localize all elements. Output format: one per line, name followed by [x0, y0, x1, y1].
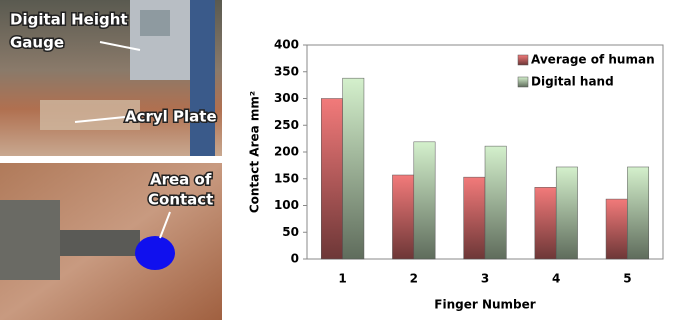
x-tick-label: 4 — [552, 272, 560, 286]
x-tick-label: 5 — [623, 272, 631, 286]
bar — [414, 142, 435, 259]
legend-swatch — [518, 77, 528, 87]
bar — [321, 99, 342, 260]
photo-label: Contact — [148, 191, 213, 209]
jaw — [60, 230, 140, 256]
legend-swatch — [518, 55, 528, 65]
photo-label: Area of — [150, 171, 212, 189]
bar — [627, 167, 648, 259]
contact-area — [135, 236, 175, 270]
photo-gauge: Digital Height Gauge Acryl Plate — [0, 0, 222, 156]
stand — [190, 0, 215, 156]
bar — [606, 199, 627, 259]
y-tick-label: 400 — [274, 38, 299, 52]
bar — [464, 177, 485, 259]
bar — [392, 175, 413, 259]
x-tick-label: 3 — [481, 272, 489, 286]
bar — [485, 146, 506, 259]
jaw — [0, 200, 60, 280]
bar — [343, 78, 364, 259]
bar — [535, 187, 556, 259]
y-tick-label: 250 — [274, 118, 299, 132]
bar — [556, 167, 577, 259]
legend-label: Average of human — [531, 53, 655, 67]
photo-contact: Area of Contact — [0, 163, 222, 320]
y-axis-title: Contact Area mm² — [248, 91, 262, 213]
gauge-screen — [140, 10, 170, 36]
x-axis-title: Finger Number — [434, 298, 535, 312]
y-tick-label: 0 — [291, 252, 299, 266]
y-tick-label: 50 — [282, 225, 299, 239]
y-tick-label: 150 — [274, 171, 299, 185]
y-tick-label: 100 — [274, 198, 299, 212]
y-tick-label: 300 — [274, 91, 299, 105]
photo-label: Digital Height — [10, 11, 128, 29]
y-tick-label: 200 — [274, 145, 299, 159]
photo-label: Gauge — [10, 34, 64, 52]
figure: Digital Height Gauge Acryl Plate Area of… — [0, 0, 673, 320]
legend-label: Digital hand — [531, 75, 614, 89]
photo-label: Acryl Plate — [125, 108, 217, 126]
x-tick-label: 2 — [410, 272, 418, 286]
x-tick-label: 1 — [338, 272, 346, 286]
y-tick-label: 350 — [274, 64, 299, 78]
